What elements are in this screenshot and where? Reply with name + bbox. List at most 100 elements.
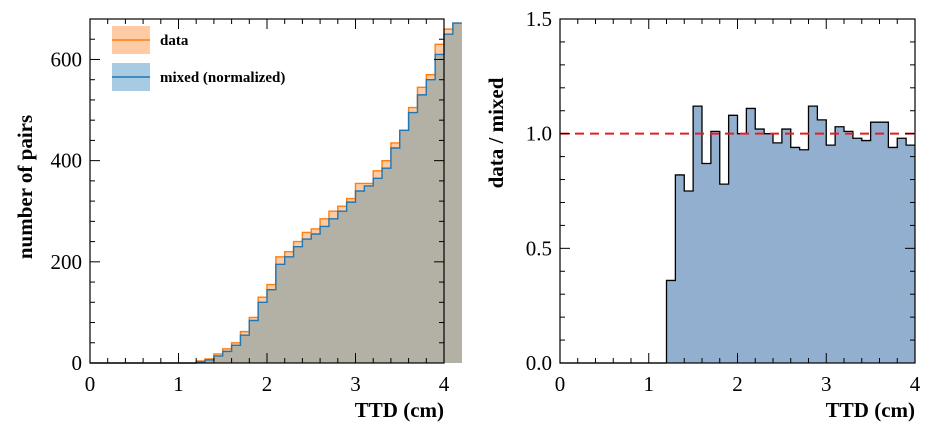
data-excess-bar: [364, 183, 374, 186]
ratio-bar: [852, 138, 863, 363]
overlap-bar: [275, 264, 285, 363]
ratio-bar: [799, 149, 809, 363]
y-axis-title-left: number of pairs: [13, 115, 37, 259]
overlap-bar: [213, 355, 224, 363]
ratio-bar: [879, 122, 889, 363]
overlap-bar: [222, 351, 232, 363]
ratio-bar: [817, 119, 827, 363]
right-x-tick-label: 3: [821, 372, 832, 396]
overlap-bar: [258, 302, 268, 363]
overlap-bar: [311, 234, 321, 363]
data-excess-bar: [258, 297, 268, 303]
overlap-bar: [417, 94, 427, 363]
overlap-bar: [302, 239, 312, 363]
right-x-tick-label: 4: [910, 372, 921, 396]
overlap-bar: [452, 23, 462, 363]
overlap-bar: [293, 246, 303, 363]
left-y-tick-label: 200: [51, 250, 83, 274]
data-excess-bar: [231, 342, 241, 346]
x-axis-title-right: TTD (cm): [826, 398, 915, 422]
overlap-bar: [435, 54, 445, 363]
overlap-bar: [408, 112, 418, 364]
overlap-bar: [346, 202, 356, 363]
data-excess-bar: [302, 232, 312, 240]
data-excess-bar: [293, 241, 303, 247]
overlap-bar: [399, 130, 409, 363]
data-excess-bar: [444, 29, 454, 35]
ratio-bar: [684, 191, 694, 363]
data-excess-bar: [222, 348, 232, 352]
histogram-bars-left: [196, 23, 462, 364]
ratio-bar: [844, 131, 854, 363]
left-x-tick-label: 2: [262, 372, 273, 396]
ratio-bar: [702, 163, 712, 363]
data-excess-bar: [328, 211, 339, 219]
ratio-bar: [710, 131, 721, 363]
ratio-bar: [897, 138, 907, 363]
overlap-bar: [390, 148, 401, 363]
data-excess-bar: [346, 198, 356, 203]
overlap-bar: [231, 345, 241, 363]
overlap-bar: [337, 211, 347, 363]
left-y-tick-label: 0: [72, 351, 83, 375]
overlap-bar: [444, 34, 454, 363]
right-y-tick-label: 1.0: [526, 122, 552, 146]
ratio-bar: [728, 115, 738, 363]
overlap-bar: [249, 320, 259, 363]
data-excess-bar: [275, 256, 285, 265]
right-y-tick-label: 1.5: [526, 7, 552, 31]
data-excess-bar: [337, 206, 347, 212]
data-excess-bar: [240, 331, 250, 336]
ratio-bars: [666, 106, 916, 363]
data-excess-bar: [382, 160, 392, 169]
ratio-bar: [781, 129, 792, 363]
data-excess-bar: [311, 228, 321, 234]
right-x-tick-label: 1: [644, 372, 655, 396]
right-y-tick-label: 0.0: [526, 351, 552, 375]
left-x-tick-label: 3: [350, 372, 361, 396]
ratio-bar: [835, 126, 845, 363]
data-excess-bar: [408, 107, 418, 113]
data-excess-bar: [390, 142, 401, 148]
ratio-bar: [719, 184, 729, 363]
overlap-bar: [284, 256, 294, 363]
ratio-bar: [755, 129, 765, 363]
right-x-tick-label: 0: [555, 372, 566, 396]
ratio-bar: [906, 145, 916, 363]
data-excess-bar: [267, 284, 277, 290]
overlap-bar: [426, 79, 436, 364]
data-excess-bar: [417, 87, 427, 95]
ratio-bar: [746, 108, 756, 363]
ratio-bar: [826, 145, 836, 363]
overlap-bar: [267, 289, 277, 363]
legend: data mixed (normalized): [112, 26, 285, 91]
x-axis-title-left: TTD (cm): [355, 398, 444, 422]
left-y-tick-label: 400: [51, 149, 83, 173]
ratio-bar: [773, 142, 783, 363]
ratio-panel-right: 0 1 2 3 4 0.0 0.5 1.0 1.5 TTD (cm) data / mixed: [484, 7, 921, 422]
ratio-bar: [666, 280, 676, 363]
ratio-bar: [693, 106, 703, 363]
legend-label-data: data: [160, 33, 189, 49]
data-excess-bar: [373, 170, 383, 179]
overlap-bar: [364, 185, 374, 363]
overlap-bar: [355, 191, 365, 363]
ratio-bar: [888, 147, 898, 363]
axis-ticks-right: 0 1 2 3 4 0.0 0.5 1.0 1.5: [526, 7, 921, 396]
ratio-bar: [870, 122, 880, 363]
overlap-bar: [205, 359, 215, 363]
overlap-bar: [382, 168, 392, 363]
overlap-bar: [328, 218, 339, 363]
ratio-bar: [675, 174, 685, 363]
overlap-bar: [240, 335, 250, 363]
ratio-bar: [764, 133, 774, 363]
data-excess-bar: [355, 183, 365, 191]
axis-ticks-left: 0 1 2 3 4 0 200 400 600: [51, 18, 450, 396]
overlap-bar: [320, 226, 330, 363]
ratio-bar: [790, 147, 800, 363]
data-excess-bar: [435, 44, 445, 55]
left-x-tick-label: 1: [173, 372, 184, 396]
ratio-bar: [808, 106, 818, 363]
